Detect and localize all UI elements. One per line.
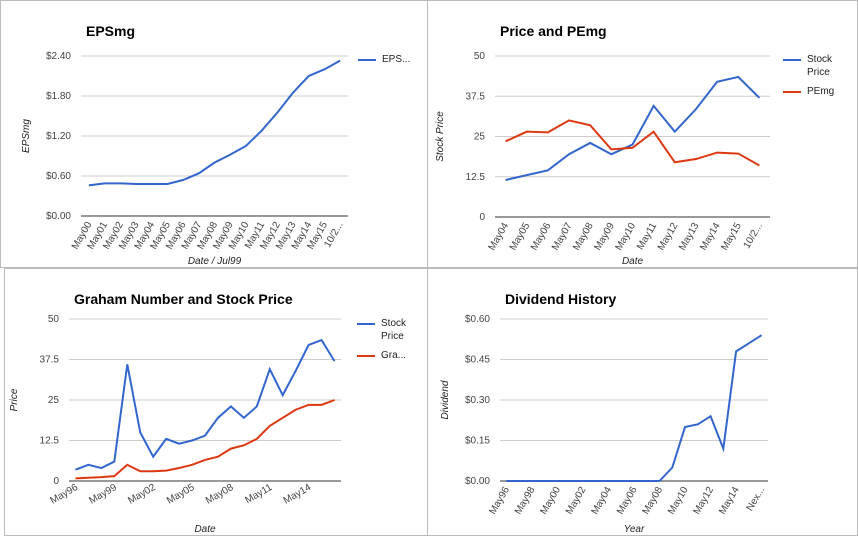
legend: Stock Price Gra... [357, 317, 421, 368]
x-tick-label: May15 [719, 221, 744, 253]
chart: $0.00$0.60$1.20$1.80$2.40May00May01May02… [21, 23, 348, 267]
y-tick-label: 0 [479, 212, 485, 223]
x-tick-label: May10 [666, 485, 691, 517]
y-axis-title: EPSmg [21, 119, 32, 153]
x-tick-label: May06 [615, 485, 640, 517]
chart-panel: 0 12.5 25 37.5 50 May04 May05 May06 May07 May08 Ma… [427, 0, 858, 268]
y-tick-label: $0.45 [465, 355, 490, 366]
x-axis-title: Date / Jul99 [188, 256, 242, 267]
x-tick-label: May98 [513, 485, 538, 517]
y-axis-title: Dividend [440, 380, 451, 419]
legend-label: PEmg [807, 86, 835, 97]
legend-item: PEmg [783, 85, 847, 98]
chart-panel: $0.00 $0.60 $1.20 $1.80 $2.40 May00 May01 May02… [0, 0, 428, 268]
x-tick-label: May99 [87, 482, 119, 507]
x-tick-label: May14 [282, 482, 314, 507]
series-line [75, 399, 335, 480]
x-tick-label: May11 [243, 482, 274, 506]
y-tick-label: 37.5 [466, 91, 486, 102]
y-tick-label: $1.20 [46, 131, 71, 142]
legend-label: Gra... [381, 350, 407, 361]
series-line [88, 59, 341, 187]
legend-swatch [357, 355, 375, 357]
y-tick-label: $0.00 [46, 211, 71, 222]
legend-label: EPS... [382, 54, 411, 65]
chart-title: Price and PEmg [500, 23, 607, 39]
x-tick-label: May02 [126, 482, 158, 507]
chart-panel: 0 12.5 25 37.5 50 May96 May99 May02 May05 May08 Ma… [4, 268, 428, 536]
x-tick-label: May08 [641, 485, 666, 517]
x-tick-label: May08 [204, 482, 236, 507]
series-line [505, 75, 761, 181]
chart-panel: $0.00 $0.15 $0.30 $0.45 $0.60 May96 May98 May00… [427, 268, 858, 536]
y-tick-label: 50 [48, 314, 60, 325]
y-tick-label: 25 [48, 395, 60, 406]
y-tick-label: $1.80 [46, 91, 71, 102]
legend-item: EPS... [358, 53, 422, 66]
y-tick-label: $0.60 [46, 171, 71, 182]
legend-item: Stock Price [783, 53, 847, 79]
x-tick-label: May00 [538, 485, 563, 517]
chart: 012.52537.550May04May05May06May07May08Ma… [435, 23, 770, 267]
x-axis-title: Year [624, 524, 645, 535]
series-line [505, 119, 760, 167]
y-tick-label: $0.00 [465, 476, 490, 487]
y-axis-title: Stock Price [435, 111, 446, 162]
series-line [75, 338, 336, 471]
chart-title: Dividend History [505, 291, 616, 307]
x-tick-label: May10 [614, 221, 639, 253]
legend-item: Gra... [357, 349, 421, 362]
series-line [506, 334, 763, 482]
y-tick-label: $0.15 [465, 436, 490, 447]
y-tick-label: 25 [474, 132, 486, 143]
legend-label: Stock Price [807, 54, 833, 78]
legend: EPS... [358, 53, 422, 72]
legend-swatch [358, 59, 376, 61]
y-tick-label: 0 [53, 476, 59, 487]
chart: $0.00 $0.15 $0.30 $0.45 $0.60 May96 May98 May00… [440, 291, 768, 535]
x-tick-label: May12 [692, 485, 717, 517]
x-tick-label: May04 [590, 485, 615, 517]
y-tick-label: 12.5 [40, 436, 60, 447]
legend: Stock Price PEmg [783, 53, 847, 104]
x-tick-label: May02 [564, 485, 589, 517]
y-tick-label: $0.60 [465, 314, 490, 325]
legend-label: Stock Price [381, 318, 407, 342]
y-tick-label: 12.5 [466, 172, 486, 183]
x-tick-label: May05 [165, 482, 197, 507]
legend-swatch [783, 91, 801, 93]
y-axis-title: Price [9, 388, 20, 411]
x-tick-label: Nex... [745, 485, 768, 513]
x-tick-label: May14 [717, 485, 742, 517]
legend-swatch [357, 323, 375, 325]
y-tick-label: $0.30 [465, 395, 490, 406]
y-tick-label: 37.5 [40, 355, 60, 366]
x-tick-label: 10/2... [742, 221, 765, 251]
x-axis-title: Date [622, 256, 644, 267]
y-tick-label: $2.40 [46, 51, 71, 62]
chart-title: EPSmg [86, 23, 135, 39]
x-tick-label: May96 [487, 485, 512, 517]
chart-title: Graham Number and Stock Price [74, 291, 293, 307]
x-axis-title: Date [194, 524, 216, 535]
legend-item: Stock Price [357, 317, 421, 343]
y-tick-label: 50 [474, 51, 486, 62]
legend-swatch [783, 59, 801, 61]
